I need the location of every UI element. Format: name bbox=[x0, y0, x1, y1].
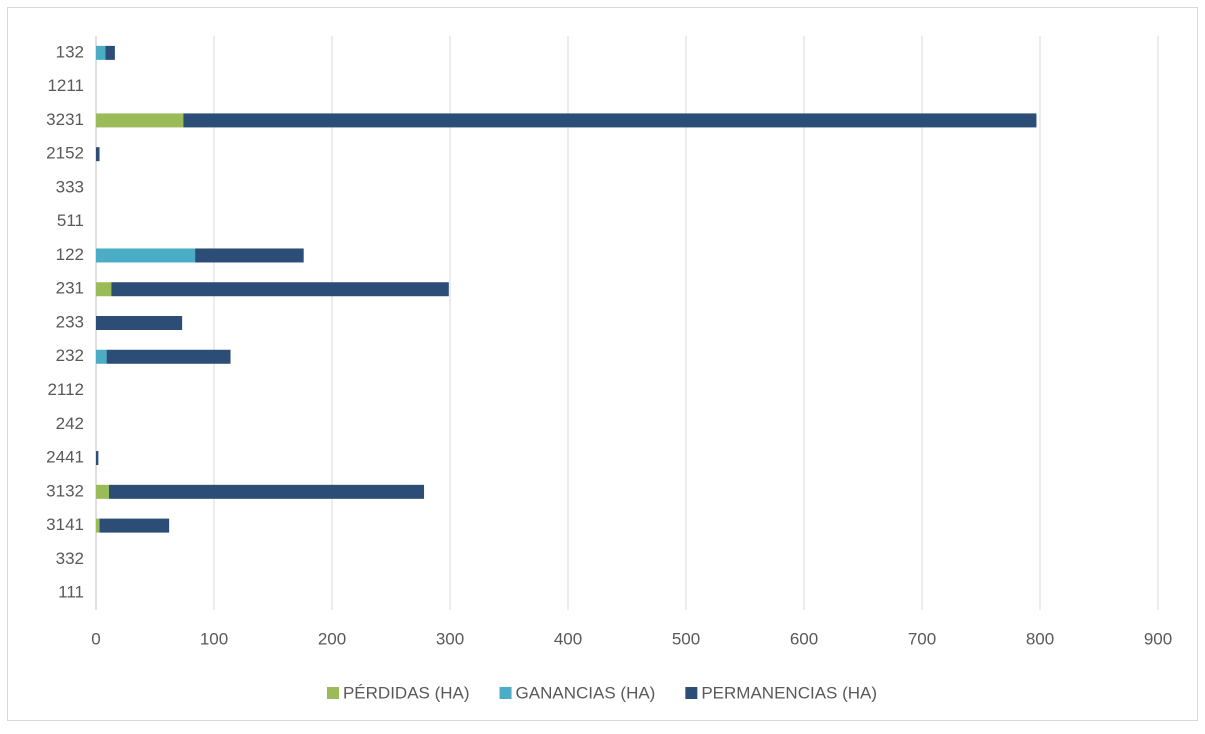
x-tick-label: 800 bbox=[1026, 629, 1054, 648]
y-tick-label: 233 bbox=[56, 312, 84, 331]
x-tick-label: 700 bbox=[908, 629, 936, 648]
y-tick-label: 3141 bbox=[46, 515, 84, 534]
bar-segment bbox=[105, 45, 115, 60]
bar-segment bbox=[106, 349, 231, 364]
y-tick-label: 1211 bbox=[47, 76, 84, 95]
legend-label: PÉRDIDAS (HA) bbox=[343, 683, 470, 702]
legend-swatch bbox=[326, 687, 339, 699]
y-tick-label: 242 bbox=[56, 414, 84, 433]
bar-segment bbox=[96, 113, 184, 128]
bar-segment bbox=[96, 518, 100, 533]
bar-segment bbox=[96, 451, 99, 466]
y-tick-label: 3231 bbox=[46, 110, 84, 129]
bar-segment bbox=[96, 282, 112, 297]
bar-segment bbox=[96, 248, 196, 263]
bar-segment bbox=[108, 484, 425, 499]
y-tick-label: 2112 bbox=[47, 380, 84, 399]
x-tick-label: 300 bbox=[436, 629, 464, 648]
y-tick-label: 111 bbox=[58, 583, 84, 602]
bar-segment bbox=[111, 282, 449, 297]
x-tick-label: 900 bbox=[1144, 629, 1172, 648]
bar-segment bbox=[195, 248, 304, 263]
bar-segment bbox=[96, 349, 107, 364]
legend-label: PERMANENCIAS (HA) bbox=[701, 683, 877, 702]
bar-segment bbox=[96, 316, 183, 330]
y-tick-label: 511 bbox=[57, 211, 84, 230]
bar-segment bbox=[96, 147, 100, 162]
y-tick-label: 232 bbox=[56, 346, 84, 365]
bar-segment bbox=[183, 113, 1037, 128]
y-tick-label: 3132 bbox=[46, 481, 84, 500]
y-tick-label: 333 bbox=[56, 177, 84, 196]
y-tick-label: 2441 bbox=[46, 448, 84, 467]
y-tick-label: 132 bbox=[56, 42, 84, 61]
y-tick-label: 2152 bbox=[46, 144, 84, 163]
x-tick-label: 400 bbox=[554, 629, 582, 648]
legend-label: GANANCIAS (HA) bbox=[516, 683, 656, 702]
x-tick-label: 0 bbox=[91, 629, 100, 648]
y-tick-label: 231 bbox=[56, 279, 84, 298]
legend-swatch bbox=[499, 687, 512, 699]
bar-segment bbox=[96, 45, 106, 60]
bar-segment bbox=[96, 484, 109, 499]
x-tick-label: 500 bbox=[672, 629, 700, 648]
y-tick-label: 122 bbox=[56, 245, 84, 264]
x-tick-label: 100 bbox=[200, 629, 228, 648]
x-tick-label: 200 bbox=[318, 629, 346, 648]
x-tick-label: 600 bbox=[790, 629, 818, 648]
y-tick-label: 332 bbox=[56, 549, 84, 568]
legend-swatch bbox=[685, 687, 698, 699]
bar-segment bbox=[99, 518, 170, 533]
